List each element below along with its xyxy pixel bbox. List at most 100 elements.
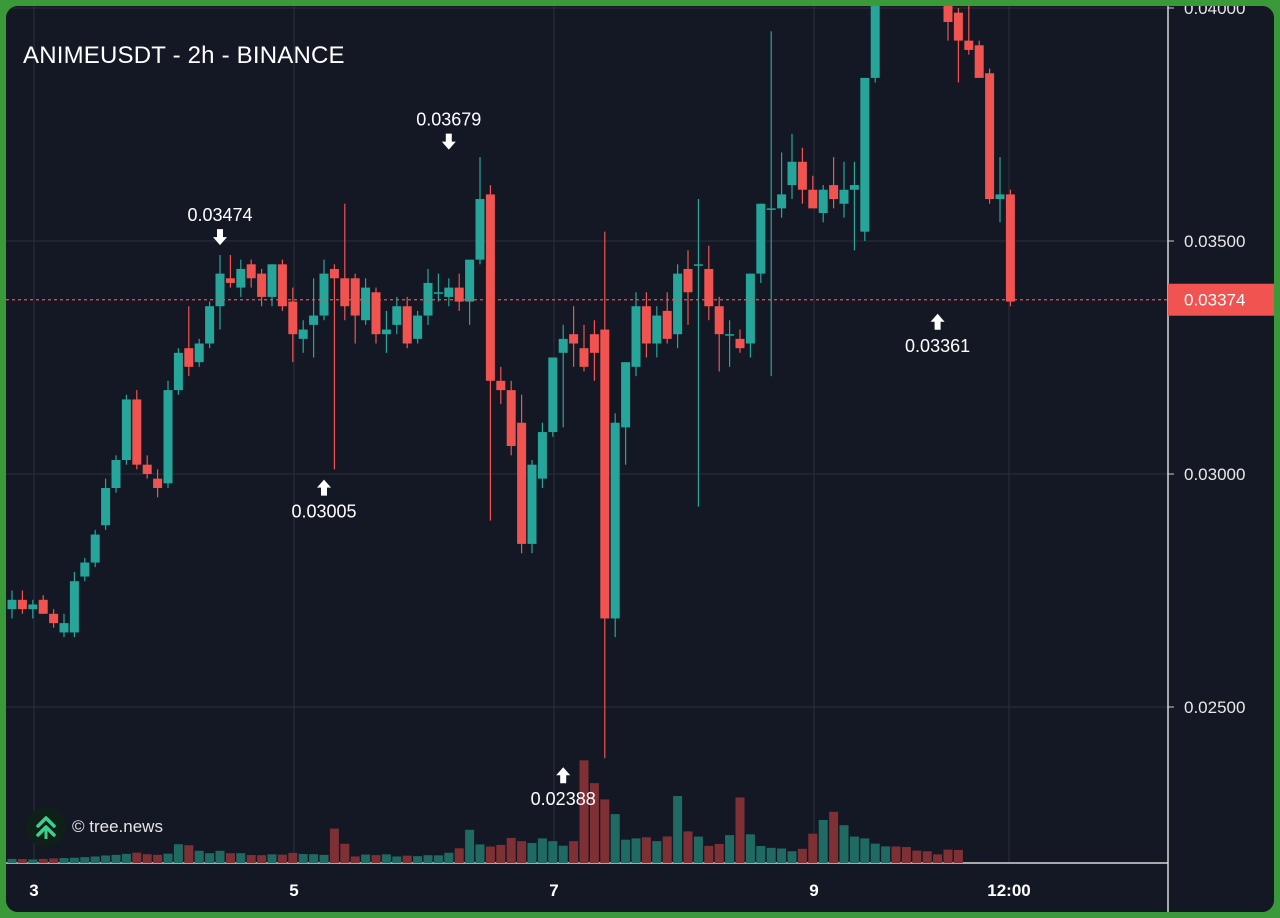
candle-body — [444, 287, 454, 297]
volume-bar — [849, 836, 859, 863]
candle-body — [808, 189, 818, 209]
candle-body — [860, 77, 870, 232]
volume-bar — [735, 797, 745, 863]
candle-body — [225, 278, 235, 283]
price-annotation-label: 0.03005 — [291, 502, 356, 522]
volume-bar — [465, 829, 475, 863]
volume-bar — [246, 855, 256, 863]
volume-bar — [797, 848, 807, 863]
volume-bar — [745, 834, 755, 863]
candle-body — [569, 334, 579, 344]
volume-bar — [933, 854, 943, 863]
volume-bar — [7, 858, 17, 863]
candle-body — [548, 357, 558, 433]
volume-bar — [548, 841, 558, 863]
y-tick-label: 0.03000 — [1184, 465, 1245, 484]
candle-body — [745, 273, 755, 344]
candle-body — [111, 460, 121, 488]
candle-body — [589, 334, 599, 353]
candle-body — [797, 161, 807, 190]
volume-bar — [444, 852, 454, 863]
volume-bar — [589, 783, 599, 863]
candle-body — [579, 348, 589, 367]
volume-bar — [59, 858, 69, 863]
volume-bar — [662, 836, 672, 863]
candle-body — [69, 581, 79, 633]
x-tick-label: 3 — [29, 881, 38, 900]
candle-body — [693, 264, 703, 266]
candle-body — [527, 464, 537, 544]
volume-bar — [361, 854, 371, 863]
volume-bar — [766, 847, 776, 863]
volume-bar — [277, 854, 287, 863]
volume-bar — [17, 859, 27, 863]
volume-bar — [340, 843, 350, 863]
candle-body — [974, 45, 984, 78]
volume-bar — [371, 855, 381, 863]
candle-body — [288, 301, 298, 335]
x-tick-label: 12:00 — [987, 881, 1030, 900]
candle-body — [371, 292, 381, 335]
price-annotation-label: 0.03361 — [905, 336, 970, 356]
candle-body — [17, 599, 27, 610]
volume-bar — [808, 833, 818, 863]
volume-bar — [288, 852, 298, 863]
volume-bar — [569, 841, 579, 863]
candle-body — [714, 306, 724, 335]
volume-bar — [80, 857, 90, 863]
volume-bar — [912, 850, 922, 863]
volume-bar — [38, 858, 48, 863]
candle-body — [101, 487, 111, 526]
candle-body — [870, 6, 880, 78]
volume-bar — [257, 855, 267, 863]
candle-body — [621, 362, 631, 428]
price-annotation-label: 0.03474 — [187, 205, 252, 225]
volume-bar — [953, 849, 963, 863]
x-tick-label: 5 — [289, 881, 298, 900]
volume-bar — [205, 853, 215, 863]
volume-bar — [922, 851, 932, 863]
volume-bar — [194, 850, 204, 863]
volume-bar — [236, 853, 246, 863]
candle-body — [849, 185, 859, 190]
arrow-up-icon — [930, 313, 945, 330]
candle-body — [28, 604, 38, 610]
arrow-down-icon — [213, 229, 227, 246]
volume-bar — [329, 828, 339, 863]
candle-body — [943, 6, 953, 22]
volume-bar — [28, 859, 38, 863]
chart-title: ANIMEUSDT - 2h - BINANCE — [23, 42, 345, 69]
candle-body — [433, 292, 443, 294]
candle-body — [298, 329, 308, 339]
volume-bar — [693, 836, 703, 863]
candle-body — [80, 562, 90, 577]
candle-body — [246, 264, 256, 279]
candle-body — [153, 478, 163, 488]
volume-bar — [413, 856, 423, 863]
volume-bar — [600, 799, 610, 863]
watermark: © tree.news — [26, 806, 163, 848]
candle-body — [787, 161, 797, 186]
candle-body — [402, 306, 412, 344]
candle-body — [49, 613, 59, 624]
arrow-up-icon — [556, 767, 571, 784]
volume-bar — [537, 838, 547, 863]
volume-bar — [506, 837, 516, 863]
volume-bar — [496, 844, 506, 863]
y-tick-label: 0.02500 — [1184, 698, 1245, 717]
volume-bar — [714, 843, 724, 863]
watermark-text: © tree.news — [72, 817, 163, 836]
candle-body — [340, 278, 350, 307]
volume-bar — [392, 856, 402, 863]
candle-body — [215, 273, 225, 307]
candle-body — [725, 334, 735, 336]
current-price-label: 0.03374 — [1184, 291, 1245, 310]
candle-body — [309, 315, 319, 325]
volume-bar — [402, 855, 412, 863]
x-tick-label: 7 — [549, 881, 558, 900]
candle-body — [257, 273, 267, 297]
y-tick-label: 0.03500 — [1184, 232, 1245, 251]
volume-bar — [142, 854, 152, 863]
candle-body — [485, 194, 495, 381]
candle-body — [683, 268, 693, 293]
